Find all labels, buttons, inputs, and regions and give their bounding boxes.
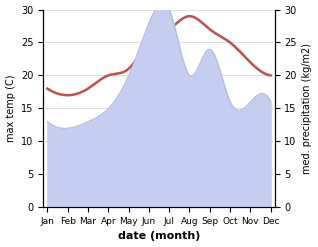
- Y-axis label: med. precipitation (kg/m2): med. precipitation (kg/m2): [302, 43, 313, 174]
- Y-axis label: max temp (C): max temp (C): [5, 75, 16, 142]
- X-axis label: date (month): date (month): [118, 231, 200, 242]
